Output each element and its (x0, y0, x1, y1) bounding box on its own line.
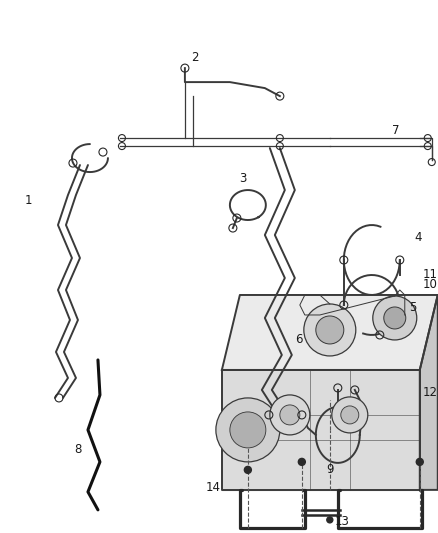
Circle shape (298, 458, 305, 465)
Text: 6: 6 (295, 334, 303, 346)
Circle shape (341, 406, 359, 424)
Circle shape (332, 397, 368, 433)
Text: 8: 8 (74, 443, 81, 456)
Text: 2: 2 (191, 51, 199, 63)
Circle shape (316, 316, 344, 344)
Text: 10: 10 (422, 278, 437, 292)
Text: 14: 14 (205, 481, 220, 495)
Polygon shape (420, 295, 438, 490)
Circle shape (280, 405, 300, 425)
Circle shape (270, 395, 310, 435)
Circle shape (384, 307, 406, 329)
Text: 9: 9 (326, 463, 334, 477)
Polygon shape (222, 370, 420, 490)
Text: 1: 1 (24, 193, 32, 206)
Text: 13: 13 (334, 515, 349, 528)
Text: 7: 7 (392, 124, 399, 136)
Circle shape (216, 398, 280, 462)
Circle shape (416, 458, 423, 465)
Text: 4: 4 (414, 230, 421, 244)
Circle shape (230, 412, 266, 448)
Text: 12: 12 (422, 386, 437, 399)
Circle shape (327, 517, 333, 523)
Text: 11: 11 (422, 269, 437, 281)
Circle shape (244, 466, 251, 473)
Circle shape (304, 304, 356, 356)
Text: 5: 5 (409, 302, 417, 314)
Polygon shape (222, 295, 438, 370)
Text: 3: 3 (239, 172, 247, 184)
Circle shape (373, 296, 417, 340)
